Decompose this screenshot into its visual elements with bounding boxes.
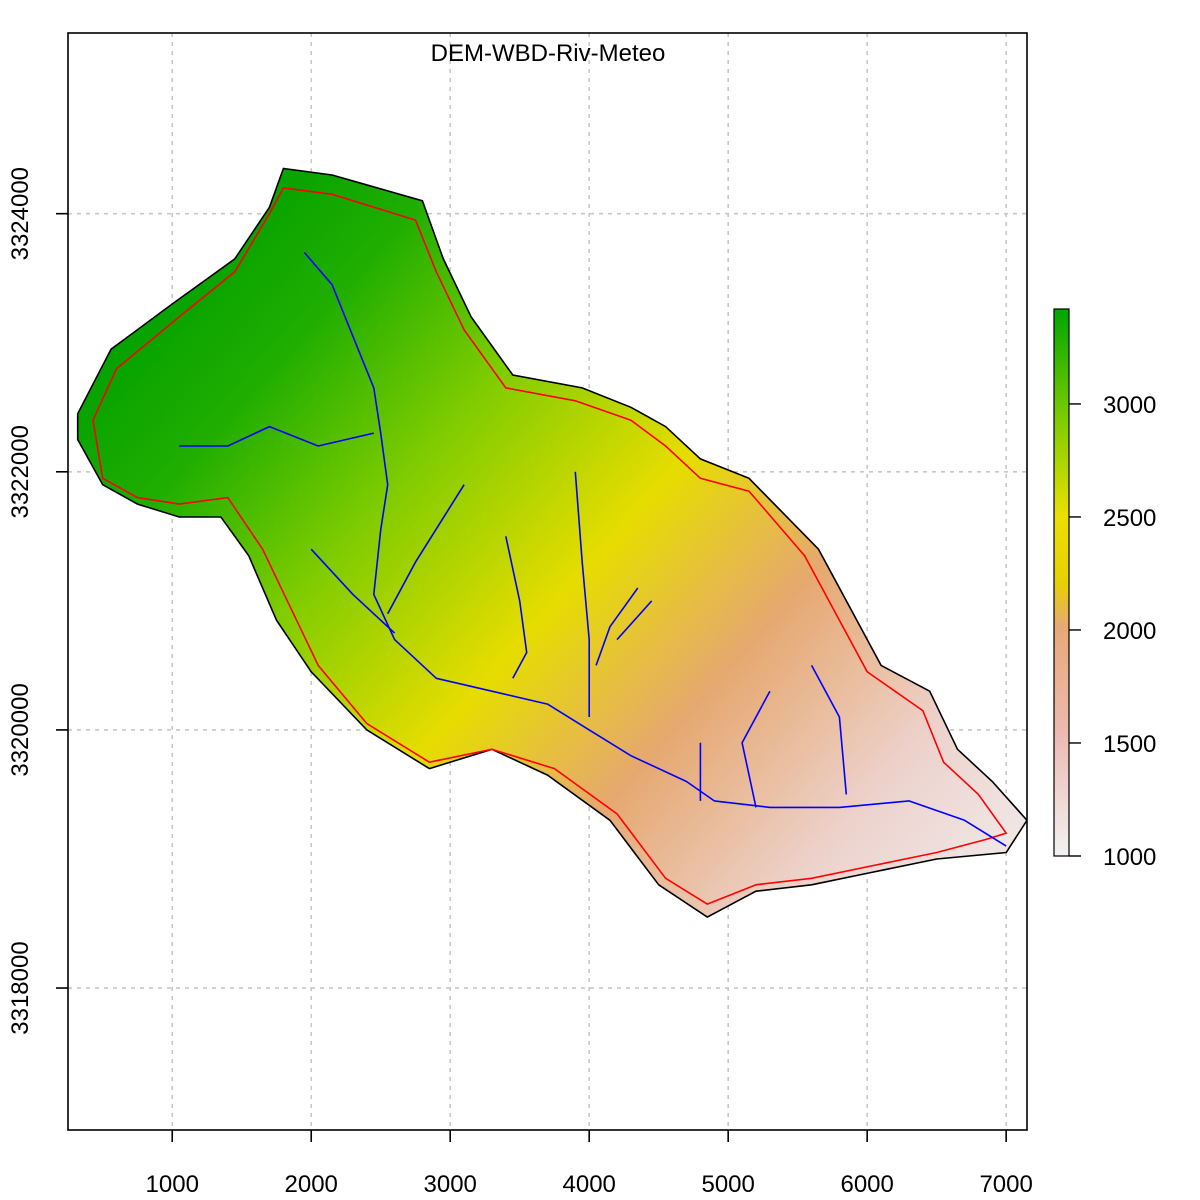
- river-segment: [505, 536, 528, 679]
- x-tick-label: 4000: [563, 1171, 616, 1198]
- river-segment: [574, 471, 590, 717]
- river-segment: [179, 425, 374, 447]
- x-tick-label: 6000: [840, 1171, 893, 1198]
- legend-tick-label: 1000: [1103, 844, 1156, 871]
- elevation-legend: 1000 1500 2000 2500 3000: [1053, 308, 1156, 871]
- legend-ticks: 1000 1500 2000 2500 3000: [1069, 392, 1156, 871]
- dem-raster: [76, 167, 1027, 919]
- river-segment: [616, 600, 653, 641]
- legend-tick-label: 1500: [1103, 731, 1156, 758]
- y-tick-label: 3322000: [7, 425, 34, 518]
- legend-colorbar: [1053, 308, 1070, 857]
- river-segment: [595, 587, 639, 666]
- x-tick-label: 2000: [285, 1171, 338, 1198]
- river-segment: [303, 251, 1007, 847]
- river-network: [179, 251, 1007, 847]
- x-tick-label: 7000: [979, 1171, 1032, 1198]
- map-title: DEM-WBD-Riv-Meteo: [431, 40, 666, 67]
- river-segment: [310, 548, 396, 634]
- y-tick-label: 3318000: [7, 941, 34, 1034]
- legend-tick-label: 2000: [1103, 618, 1156, 645]
- y-axis: 3318000 3320000 3322000 3324000: [7, 167, 68, 1035]
- plot-frame: [67, 32, 1028, 1131]
- y-tick-label: 3324000: [7, 167, 34, 260]
- x-tick-label: 1000: [146, 1171, 199, 1198]
- river-segment: [810, 665, 848, 795]
- y-tick-label: 3320000: [7, 683, 34, 776]
- x-tick-label: 3000: [424, 1171, 477, 1198]
- legend-tick-label: 3000: [1103, 392, 1156, 419]
- river-segment: [741, 690, 771, 808]
- legend-tick-label: 2500: [1103, 505, 1156, 532]
- x-tick-label: 5000: [701, 1171, 754, 1198]
- river-segment: [386, 484, 465, 615]
- watershed-boundary-line: [92, 187, 1008, 905]
- x-axis: 1000 2000 3000 4000 5000 6000 7000: [146, 1130, 1033, 1198]
